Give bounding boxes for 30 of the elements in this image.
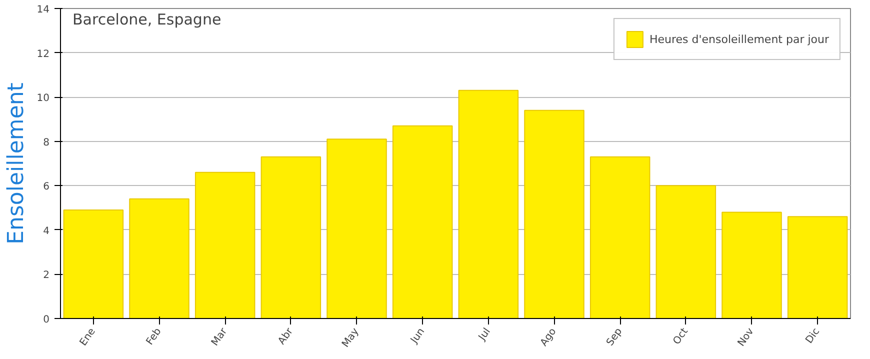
x-tick-label: Dic xyxy=(804,326,822,346)
bar xyxy=(326,138,387,318)
x-tick-label: Ene xyxy=(78,326,98,348)
y-tick-label: 10 xyxy=(36,93,50,104)
y-tick-label: 6 xyxy=(43,182,50,193)
x-tick-label: Oct xyxy=(671,326,690,347)
bar xyxy=(63,210,124,318)
y-tick-label: 8 xyxy=(43,137,50,148)
bar xyxy=(392,125,453,318)
x-tick-label: Sep xyxy=(604,326,625,348)
y-tick-label: 12 xyxy=(36,48,50,60)
y-tick-label: 0 xyxy=(43,314,50,326)
bar xyxy=(129,198,190,318)
y-tick-label: 14 xyxy=(36,4,50,16)
x-tick-label: Jun xyxy=(408,326,428,346)
bar xyxy=(722,212,782,318)
bar xyxy=(194,172,256,318)
y-tick-label: 4 xyxy=(43,226,50,237)
x-tick-label: Jul xyxy=(476,326,493,344)
y-tick-label: 2 xyxy=(43,270,50,282)
bar xyxy=(260,156,322,318)
bar xyxy=(787,216,848,318)
bar xyxy=(524,110,584,318)
bar xyxy=(656,185,716,318)
bar xyxy=(458,90,519,318)
legend-label: Heures d'ensoleillement par jour xyxy=(649,32,829,46)
chart-title: Barcelone, Espagne xyxy=(72,10,222,28)
bar xyxy=(590,156,650,318)
y-axis-title: Ensoleillement xyxy=(4,82,29,244)
x-tick-label: Feb xyxy=(144,326,164,348)
